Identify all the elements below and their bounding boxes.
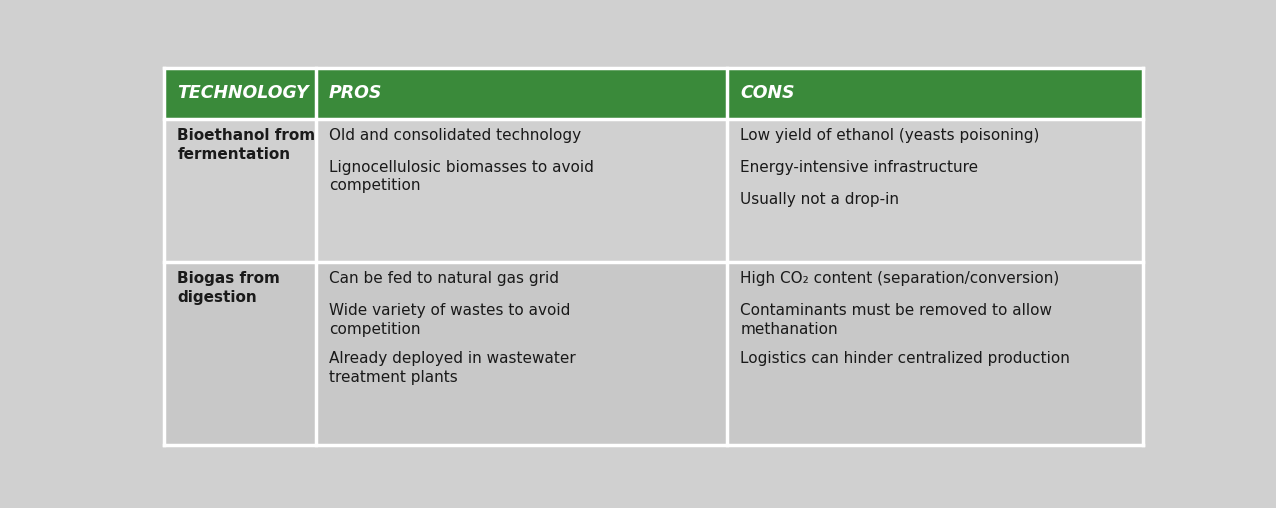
Text: PROS: PROS [329,84,383,103]
Bar [316,262,727,445]
Text: Biogas from
digestion: Biogas from digestion [177,271,281,305]
Text: Low yield of ethanol (yeasts poisoning): Low yield of ethanol (yeasts poisoning) [740,128,1040,143]
Text: Contaminants must be removed to allow
methanation: Contaminants must be removed to allow me… [740,303,1053,337]
Text: Can be fed to natural gas grid: Can be fed to natural gas grid [329,271,559,286]
Bar [316,68,727,119]
Text: High CO₂ content (separation/conversion): High CO₂ content (separation/conversion) [740,271,1059,286]
Bar [316,119,727,262]
Text: Already deployed in wastewater
treatment plants: Already deployed in wastewater treatment… [329,352,575,385]
Bar [727,262,1143,445]
Text: Energy-intensive infrastructure: Energy-intensive infrastructure [740,160,979,175]
Text: Old and consolidated technology: Old and consolidated technology [329,128,581,143]
Bar [727,68,1143,119]
Text: Bioethanol from
fermentation: Bioethanol from fermentation [177,128,315,162]
Text: Usually not a drop-in: Usually not a drop-in [740,192,900,207]
Bar [165,262,316,445]
Text: Lignocellulosic biomasses to avoid
competition: Lignocellulosic biomasses to avoid compe… [329,160,593,194]
Bar [165,119,316,262]
Bar [727,119,1143,262]
Text: Logistics can hinder centralized production: Logistics can hinder centralized product… [740,352,1071,366]
Text: CONS: CONS [740,84,795,103]
Text: Wide variety of wastes to avoid
competition: Wide variety of wastes to avoid competit… [329,303,570,337]
Text: TECHNOLOGY: TECHNOLOGY [177,84,309,103]
Bar [165,68,316,119]
